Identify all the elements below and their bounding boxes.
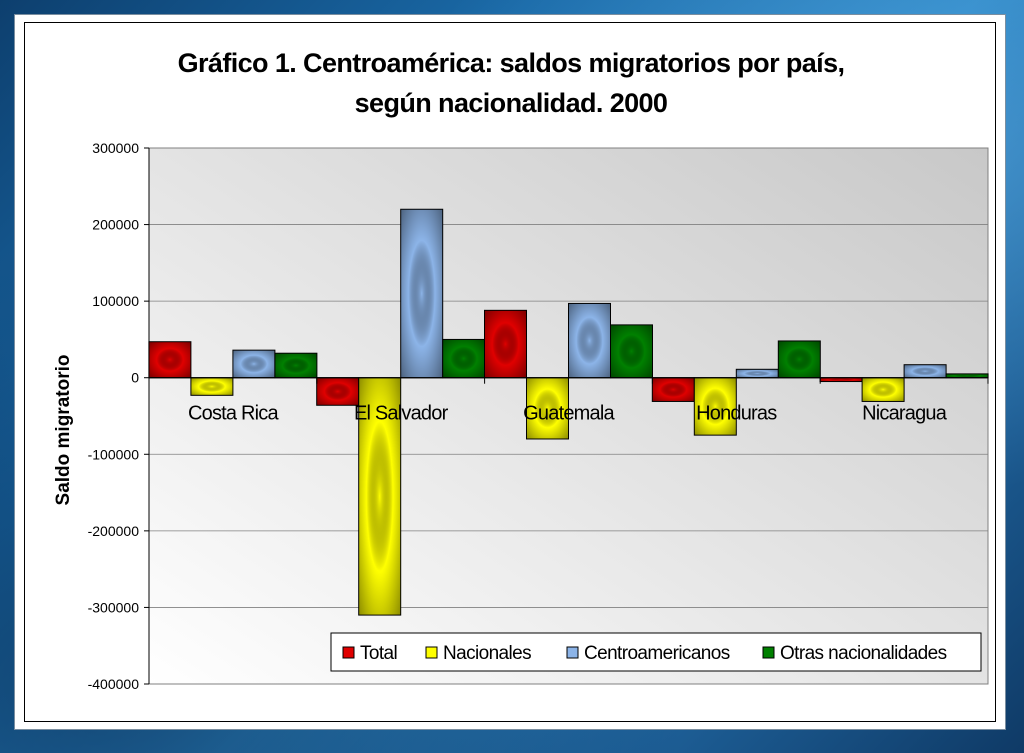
bar-nacionales (190, 377, 234, 396)
bar-total (148, 341, 192, 379)
bar-centroamericanos (735, 368, 779, 379)
y-tick-label: 0 (131, 370, 139, 386)
bar-centroamericanos (232, 349, 276, 379)
bar-centroamericanos (903, 364, 947, 379)
bar-otras-nacionalidades (777, 340, 821, 379)
y-tick-label: 300000 (92, 140, 139, 156)
y-tick-label: 200000 (92, 217, 139, 233)
bar-nacionales (693, 377, 737, 436)
legend-box (330, 632, 982, 672)
bar-otras-nacionalidades (442, 338, 486, 379)
legend-item: Nacionales (425, 643, 532, 664)
y-tick-label: -100000 (88, 446, 140, 462)
legend-label: Total (360, 643, 397, 664)
bar-chart: 300000 200000 100000 0 -100000 -200000 -300000… (88, 140, 989, 692)
legend-label: Nacionales (443, 643, 531, 664)
bar-total (651, 377, 695, 402)
legend-swatch (342, 646, 355, 659)
legend-item: Centroamericanos (566, 643, 730, 664)
x-tick-label: El Salvador (354, 403, 449, 425)
bar-otras-nacionalidades (610, 324, 653, 379)
bar-nacionales (526, 377, 569, 440)
legend-label: Centroamericanos (584, 643, 730, 664)
bar-total (484, 309, 527, 379)
chart-title-line1: Gráfico 1. Centroamérica: saldos migrato… (177, 48, 845, 78)
slide-frame: Gráfico 1. Centroamérica: saldos migrato… (14, 14, 1006, 730)
chart-title-line2: según nacionalidad. 2000 (354, 88, 668, 118)
x-tick-label: Guatemala (523, 403, 615, 425)
bar-nacionales (358, 377, 402, 616)
y-tick-label: 100000 (92, 293, 139, 309)
legend-swatch (762, 646, 775, 659)
legend-label: Otras nacionalidades (780, 643, 947, 664)
bar-nacionales (861, 377, 905, 402)
legend-item: Total (342, 643, 398, 664)
legend-item: Otras nacionalidades (762, 643, 947, 664)
y-tick-label: -300000 (88, 599, 140, 615)
bar-total (316, 377, 360, 406)
legend-swatch (425, 646, 438, 659)
x-tick-label: Honduras (696, 403, 777, 425)
bar-centroamericanos (568, 302, 611, 379)
y-tick-label: -400000 (88, 676, 140, 692)
x-tick-label: Costa Rica (188, 403, 279, 425)
chart-title: Gráfico 1. Centroamérica: saldos migrato… (15, 43, 1007, 123)
bar-centroamericanos (400, 208, 444, 379)
bar-otras-nacionalidades (274, 352, 318, 379)
x-tick-label: Nicaragua (862, 403, 948, 425)
y-tick-label: -200000 (88, 523, 140, 539)
legend-swatch (566, 646, 579, 659)
y-axis-label: Saldo migratorio (53, 354, 74, 506)
